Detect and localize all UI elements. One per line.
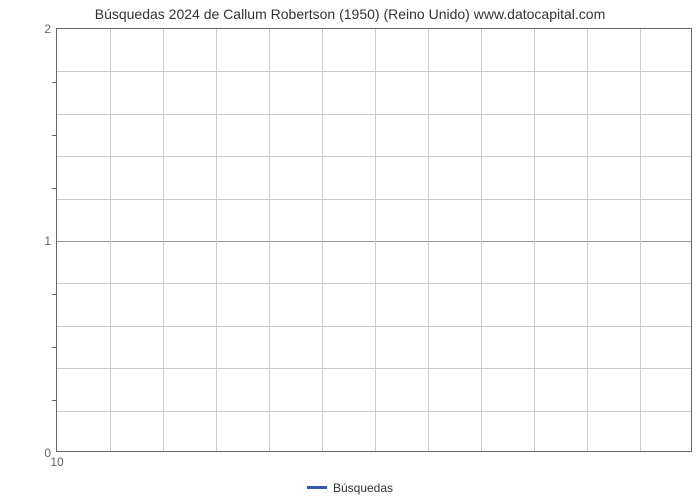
y-minor-tick [52,400,57,401]
grid-v [110,29,111,451]
chart-plot-area: 01210 [56,28,692,452]
grid-v [640,29,641,451]
x-tick-label: 10 [50,455,63,469]
grid-v [163,29,164,451]
grid-v [428,29,429,451]
grid-v [534,29,535,451]
chart-legend: Búsquedas [0,480,700,495]
y-minor-tick [52,135,57,136]
y-minor-tick [52,188,57,189]
grid-h-minor [57,114,691,115]
grid-h-minor [57,326,691,327]
grid-h-minor [57,156,691,157]
grid-h-major [57,241,691,242]
grid-h-minor [57,71,691,72]
grid-h-minor [57,283,691,284]
grid-v [587,29,588,451]
y-tick-label: 1 [44,234,51,248]
grid-h-minor [57,411,691,412]
y-minor-tick [52,82,57,83]
grid-v [375,29,376,451]
grid-v [269,29,270,451]
grid-v [216,29,217,451]
legend-swatch [307,486,327,489]
legend-label: Búsquedas [333,481,393,495]
grid-h-minor [57,199,691,200]
y-tick-label: 2 [44,22,51,36]
y-minor-tick [52,347,57,348]
chart-title: Búsquedas 2024 de Callum Robertson (1950… [0,6,700,22]
grid-v [322,29,323,451]
grid-v [481,29,482,451]
grid-h-minor [57,368,691,369]
y-minor-tick [52,294,57,295]
